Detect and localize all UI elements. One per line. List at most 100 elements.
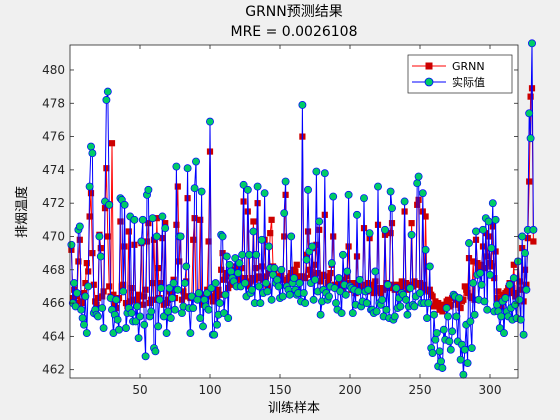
grnn-point [103, 165, 110, 172]
actual-point [234, 269, 242, 278]
actual-point [176, 232, 185, 241]
actual-point [381, 225, 389, 234]
actual-point [452, 312, 461, 321]
actual-point [112, 295, 121, 304]
actual-point [70, 279, 79, 288]
actual-point [431, 335, 440, 344]
actual-point [515, 295, 524, 304]
actual-point [386, 187, 395, 196]
grnn-point [173, 221, 180, 228]
actual-point [459, 370, 468, 379]
actual-point [382, 305, 391, 314]
actual-point [295, 279, 304, 288]
actual-point [360, 194, 368, 203]
grnn-point [293, 261, 300, 268]
actual-point [309, 295, 318, 304]
actual-point [152, 232, 161, 241]
actual-point [505, 280, 514, 289]
chart-title: GRNN预测结果 [245, 4, 343, 20]
actual-point [332, 299, 340, 308]
actual-point [84, 282, 93, 291]
grnn-point [302, 275, 309, 282]
actual-point [140, 320, 149, 329]
actual-point [221, 290, 230, 299]
actual-point [302, 255, 311, 264]
actual-point [183, 164, 192, 173]
actual-point [372, 307, 381, 316]
actual-point [469, 279, 478, 288]
actual-point [137, 237, 146, 246]
actual-point [316, 310, 325, 319]
actual-point [486, 270, 494, 279]
actual-point [133, 302, 142, 311]
x-axis-label: 训练样本 [268, 401, 320, 416]
actual-point [220, 309, 228, 318]
actual-point [425, 262, 434, 271]
data-layer [67, 39, 538, 379]
actual-point [470, 310, 479, 319]
actual-point [445, 337, 454, 346]
grnn-point [268, 216, 275, 223]
actual-point [225, 260, 234, 269]
y-tick-label: 476 [42, 130, 65, 144]
actual-point [75, 222, 84, 231]
actual-point [437, 357, 445, 366]
actual-point [488, 199, 497, 208]
grnn-point [83, 260, 90, 267]
actual-point [239, 180, 248, 189]
actual-point [308, 242, 317, 251]
actual-point [362, 299, 371, 308]
y-tick-label: 478 [42, 96, 65, 110]
x-tick-label: 100 [199, 383, 222, 397]
grnn-point [197, 216, 204, 223]
actual-point [479, 225, 487, 234]
actual-point [193, 295, 202, 304]
actual-point [134, 334, 143, 342]
x-tick-label: 250 [409, 383, 432, 397]
actual-point [390, 312, 399, 321]
actual-point [80, 320, 88, 329]
actual-point [238, 250, 247, 259]
actual-point [403, 310, 412, 319]
axes-frame [69, 44, 519, 379]
actual-point [211, 279, 220, 288]
actual-point [98, 304, 107, 313]
actual-point [141, 352, 150, 361]
y-tick-label: 464 [42, 329, 65, 343]
actual-point [432, 329, 441, 337]
grnn-point [526, 178, 533, 185]
actual-point [341, 290, 350, 299]
grnn-point [353, 253, 361, 260]
actual-point [222, 252, 231, 261]
actual-point [337, 309, 346, 318]
actual-point [528, 39, 536, 48]
actual-point [522, 285, 531, 294]
actual-point [172, 162, 181, 171]
actual-point [274, 282, 283, 291]
actual-point [77, 305, 86, 314]
actual-point [151, 347, 160, 356]
grnn-point [174, 183, 181, 190]
x-tick-label: 150 [269, 383, 292, 397]
actual-point [249, 227, 258, 236]
actual-point [413, 179, 422, 188]
actual-point [339, 250, 347, 259]
actual-point [96, 252, 105, 261]
grnn-point [142, 286, 149, 293]
grnn-point [422, 213, 429, 220]
actual-point [115, 325, 123, 334]
actual-point [448, 327, 457, 336]
actual-point [87, 142, 95, 151]
x-tick-label: 300 [479, 383, 502, 397]
actual-point [227, 267, 235, 276]
actual-point [194, 289, 203, 298]
actual-point [81, 292, 90, 301]
actual-point [148, 214, 157, 223]
actual-point [166, 314, 175, 323]
actual-point [400, 197, 409, 206]
grnn-point [457, 304, 464, 312]
actual-point [500, 329, 508, 337]
grnn-point [527, 93, 534, 100]
actual-point [260, 189, 269, 198]
actual-point [365, 229, 374, 238]
